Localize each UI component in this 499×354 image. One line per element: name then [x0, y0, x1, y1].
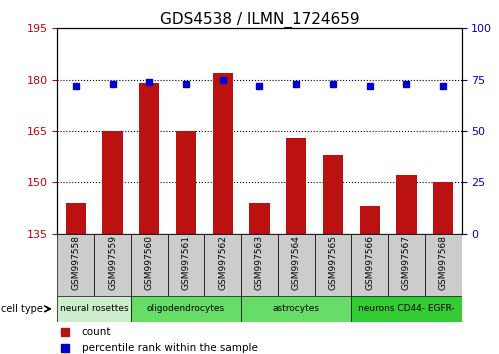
Bar: [314, 234, 351, 296]
Bar: [57, 234, 94, 296]
Bar: [131, 234, 168, 296]
Text: GSM997565: GSM997565: [328, 235, 337, 291]
Text: GSM997567: GSM997567: [402, 235, 411, 291]
Bar: [139, 83, 159, 234]
Text: GSM997562: GSM997562: [218, 235, 227, 290]
Text: GSM997568: GSM997568: [439, 235, 448, 291]
Bar: [388, 234, 425, 296]
Bar: [433, 182, 453, 234]
Text: GSM997559: GSM997559: [108, 235, 117, 291]
Bar: [102, 131, 123, 234]
Text: percentile rank within the sample: percentile rank within the sample: [82, 343, 257, 353]
Text: GSM997564: GSM997564: [292, 235, 301, 290]
Title: GDS4538 / ILMN_1724659: GDS4538 / ILMN_1724659: [160, 12, 359, 28]
Text: GSM997561: GSM997561: [182, 235, 191, 291]
Bar: [66, 203, 86, 234]
Bar: [286, 138, 306, 234]
Bar: [396, 176, 417, 234]
Text: GSM997563: GSM997563: [255, 235, 264, 291]
Text: neurons CD44- EGFR-: neurons CD44- EGFR-: [358, 304, 455, 313]
Text: GSM997558: GSM997558: [71, 235, 80, 291]
Bar: [168, 234, 205, 296]
Bar: [241, 296, 351, 322]
Bar: [131, 296, 241, 322]
Bar: [205, 234, 241, 296]
Text: cell type: cell type: [1, 304, 43, 314]
Text: astrocytes: astrocytes: [273, 304, 320, 313]
Bar: [94, 234, 131, 296]
Text: oligodendrocytes: oligodendrocytes: [147, 304, 225, 313]
Text: count: count: [82, 327, 111, 337]
Bar: [213, 73, 233, 234]
Bar: [351, 234, 388, 296]
Text: neural rosettes: neural rosettes: [60, 304, 128, 313]
Bar: [57, 296, 131, 322]
Bar: [425, 234, 462, 296]
Text: GSM997560: GSM997560: [145, 235, 154, 291]
Text: GSM997566: GSM997566: [365, 235, 374, 291]
Bar: [176, 131, 196, 234]
Bar: [241, 234, 278, 296]
Bar: [278, 234, 314, 296]
Bar: [250, 203, 269, 234]
Bar: [360, 206, 380, 234]
Bar: [351, 296, 462, 322]
Bar: [323, 155, 343, 234]
